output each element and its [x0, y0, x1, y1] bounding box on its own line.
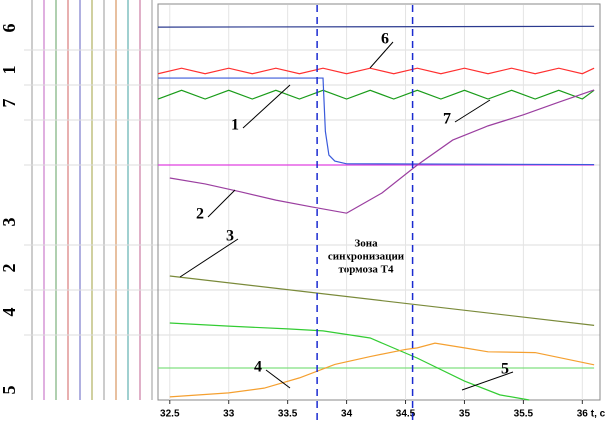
plot-frame	[157, 3, 601, 401]
series-line	[169, 342, 595, 398]
callout-leader	[242, 84, 291, 129]
series-line	[158, 77, 595, 166]
callout-leader	[454, 99, 491, 123]
zone-text: Зона	[354, 238, 378, 250]
x-tick-label: 34	[341, 409, 353, 420]
x-axis-label: t, c	[591, 409, 606, 420]
callout-leader	[369, 41, 394, 69]
callout-leader	[179, 238, 239, 278]
callout-leader	[207, 189, 236, 218]
callout-leader	[461, 371, 514, 391]
x-tick-label: 33.5	[278, 409, 298, 420]
group-label: 4	[0, 308, 19, 317]
callout-label: 4	[254, 359, 262, 376]
group-label: 1	[0, 66, 19, 75]
series-line	[157, 67, 595, 75]
series-line	[169, 275, 595, 326]
callout-label: 5	[501, 361, 509, 378]
scale-panel	[0, 0, 158, 400]
x-tick-label: 36	[577, 409, 589, 420]
zone-text: тормоза Т4	[338, 264, 394, 276]
group-label: 7	[0, 99, 19, 108]
group-label: 6	[0, 24, 19, 33]
series-line	[169, 322, 530, 401]
x-tick-label: 34.5	[396, 409, 416, 420]
zone-text: синхронизации	[328, 251, 405, 263]
group-label: 5	[0, 386, 19, 395]
callout-leader	[265, 369, 291, 389]
callout-label: 6	[381, 31, 389, 48]
x-tick-label: 35.5	[514, 409, 534, 420]
group-label: 3	[0, 218, 19, 227]
callout-label: 1	[231, 117, 239, 134]
callout-label: 7	[443, 111, 451, 128]
left-scales	[0, 0, 600, 400]
x-tick-label: 35	[459, 409, 471, 420]
series-line	[157, 25, 595, 28]
series-line	[169, 89, 595, 214]
group-label: 2	[0, 264, 19, 273]
callout-label: 2	[196, 206, 204, 223]
x-tick-label: 33	[223, 409, 235, 420]
x-tick-label: 32.5	[160, 409, 180, 420]
series-line	[157, 89, 595, 100]
callout-label: 3	[226, 228, 234, 245]
